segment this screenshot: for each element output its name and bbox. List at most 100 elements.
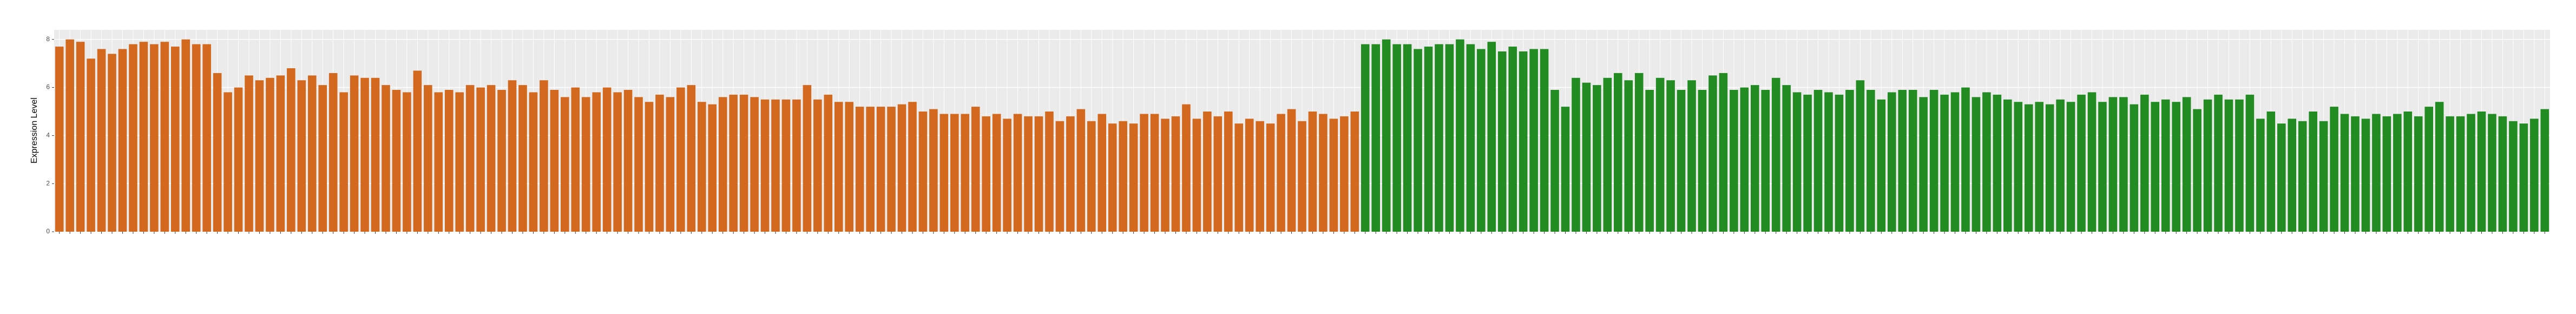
bar <box>465 85 475 232</box>
bar <box>1919 97 1928 232</box>
bar <box>1824 92 1833 232</box>
bar <box>1508 47 1517 232</box>
bar <box>1961 87 1970 232</box>
bar <box>550 90 559 232</box>
bar <box>1277 114 1285 232</box>
bar <box>634 97 643 232</box>
bar <box>1740 87 1749 232</box>
bar <box>2530 119 2539 232</box>
bar <box>287 68 295 232</box>
bar <box>508 80 517 232</box>
bar <box>1582 82 1591 232</box>
bar <box>234 87 243 232</box>
bar <box>1382 39 1391 232</box>
bar <box>1803 94 1812 232</box>
bar <box>1887 92 1896 232</box>
bar <box>1687 80 1696 232</box>
bar <box>2224 99 2233 232</box>
bar <box>1950 92 1960 232</box>
bar <box>918 111 928 232</box>
bar <box>1645 90 1654 232</box>
bar <box>1666 80 1675 232</box>
bar <box>1540 49 1549 232</box>
bar <box>718 97 727 232</box>
bar <box>1634 73 1644 232</box>
bar <box>1076 109 1086 232</box>
bar <box>2424 107 2433 232</box>
bar <box>1234 123 1244 232</box>
bar <box>1414 49 1422 232</box>
bar <box>2340 114 2349 232</box>
bar <box>1066 116 1075 232</box>
bar <box>1424 47 1433 232</box>
bar <box>444 90 454 232</box>
bar <box>2498 116 2507 232</box>
bar <box>1614 73 1622 232</box>
bar <box>1655 77 1665 232</box>
bar <box>1708 75 1717 232</box>
bar <box>497 90 506 232</box>
bar <box>1171 116 1180 232</box>
bar <box>2151 102 2160 232</box>
bar <box>2193 109 2202 232</box>
bar <box>2298 121 2307 232</box>
bar <box>160 42 169 232</box>
bar <box>1256 121 1264 232</box>
bar <box>424 85 432 232</box>
bar <box>202 44 211 232</box>
bar <box>792 99 801 232</box>
bar <box>118 49 127 232</box>
bar <box>771 99 780 232</box>
bar <box>929 109 938 232</box>
bar <box>855 107 864 232</box>
bar <box>55 47 64 232</box>
bar <box>845 102 854 232</box>
bar <box>129 44 137 232</box>
bar <box>1371 44 1381 232</box>
y-tick-label: 0 <box>46 227 50 235</box>
bar <box>1761 90 1770 232</box>
bar <box>518 85 527 232</box>
bar <box>2066 102 2075 232</box>
bar <box>1792 92 1802 232</box>
bar <box>97 49 106 232</box>
y-axis-title: Expression Level <box>30 97 39 163</box>
bar <box>1929 90 1938 232</box>
bar <box>1603 77 1612 232</box>
bar <box>1477 49 1486 232</box>
bar <box>1403 44 1412 232</box>
bar <box>939 114 949 232</box>
bar <box>2108 97 2118 232</box>
bar <box>2456 116 2465 232</box>
bar <box>2087 92 2097 232</box>
bar <box>529 92 538 232</box>
bar <box>666 97 675 232</box>
bar <box>1487 42 1496 232</box>
bar <box>1361 44 1370 232</box>
bar <box>1435 44 1443 232</box>
bar <box>613 92 622 232</box>
bar <box>1182 104 1191 232</box>
bar <box>708 104 717 232</box>
bar <box>2330 107 2338 232</box>
bar <box>1550 90 1559 232</box>
bar <box>266 77 274 232</box>
bar <box>1108 123 1117 232</box>
bar <box>339 92 348 232</box>
bar <box>1835 94 1844 232</box>
bar <box>655 94 664 232</box>
bar <box>1877 99 1886 232</box>
bar <box>1771 77 1780 232</box>
bar <box>413 70 422 232</box>
bar <box>750 97 759 232</box>
bar <box>2119 97 2128 232</box>
bar <box>1392 44 1401 232</box>
bar <box>1350 111 1359 232</box>
bar <box>476 87 485 232</box>
bar <box>1287 109 1296 232</box>
bar <box>108 54 116 232</box>
bar <box>1192 119 1201 232</box>
bar <box>813 99 822 232</box>
bar <box>887 107 896 232</box>
